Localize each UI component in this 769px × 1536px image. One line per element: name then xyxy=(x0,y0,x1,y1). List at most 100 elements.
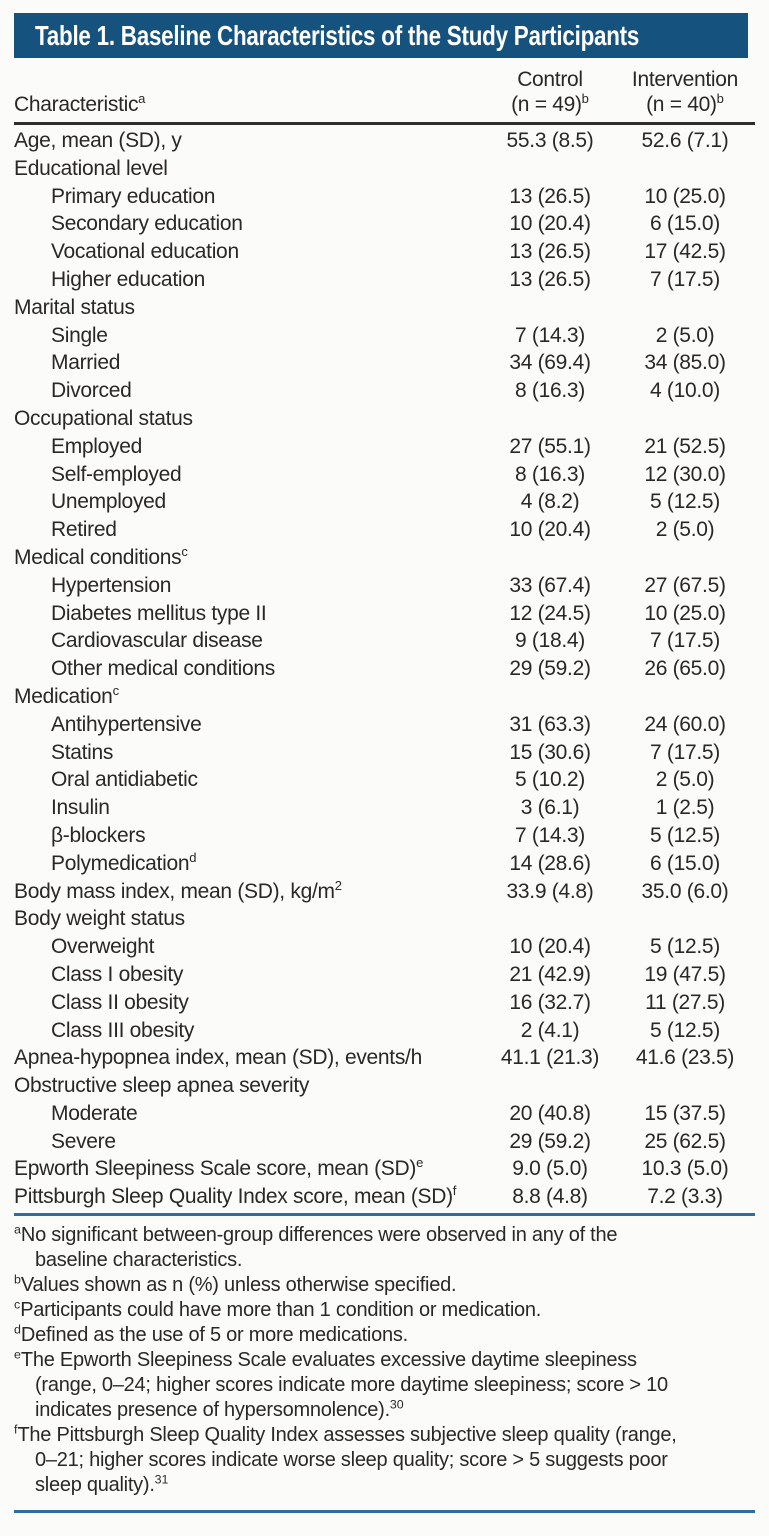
table-row: Overweight 10 (20.4) 5 (12.5) xyxy=(14,933,755,961)
table-row: Moderate 20 (40.8) 15 (37.5) xyxy=(14,1100,755,1128)
characteristic-cell: Cardiovascular disease xyxy=(51,629,263,653)
characteristic-cell: Married xyxy=(51,351,121,375)
table-title-bar: Table 1. Baseline Characteristics of the… xyxy=(14,13,748,58)
table-row: Class II obesity 16 (32.7) 11 (27.5) xyxy=(14,989,755,1017)
footnote-marker: a xyxy=(14,1222,21,1237)
table-bottom-rule xyxy=(14,1213,755,1217)
table-row: Oral antidiabetic 5 (10.2) 2 (5.0) xyxy=(14,766,755,794)
table-row: Educational level xyxy=(14,155,755,183)
intervention-value-cell: 41.6 (23.5) xyxy=(635,1046,735,1070)
footnote-marker: c xyxy=(14,1297,21,1312)
intervention-value-cell xyxy=(615,405,755,433)
intervention-value-cell xyxy=(615,905,755,933)
characteristic-cell: Overweight xyxy=(51,935,155,959)
column-header-characteristic: Characteristica xyxy=(14,92,485,117)
superscript-marker: a xyxy=(138,91,146,106)
footnote-marker: b xyxy=(14,1272,21,1287)
control-value-cell: 27 (55.1) xyxy=(509,434,591,458)
table-row: Medicationc xyxy=(14,683,755,711)
characteristic-cell: Statins xyxy=(51,740,114,764)
table-row: Occupational status xyxy=(14,405,755,433)
characteristic-cell: Severe xyxy=(51,1129,116,1153)
characteristic-cell: Medical conditionsc xyxy=(14,543,188,569)
footnote-text: The Epworth Sleepiness Scale evaluates e… xyxy=(20,1349,637,1372)
intervention-value-cell xyxy=(615,294,755,322)
column-header-characteristic-label: Characteristic xyxy=(14,93,139,116)
intervention-value-cell: 10.3 (5.0) xyxy=(641,1157,729,1181)
control-value-cell: 5 (10.2) xyxy=(515,768,585,792)
characteristic-cell: Primary education xyxy=(51,184,216,208)
control-value-cell: 34 (69.4) xyxy=(509,351,591,375)
table-row: Cardiovascular disease 9 (18.4) 7 (17.5) xyxy=(14,627,755,655)
footnote-line: (range, 0–24; higher scores indicate mor… xyxy=(14,1373,755,1398)
intervention-value-cell: 17 (42.5) xyxy=(644,240,726,264)
characteristic-cell: Divorced xyxy=(51,379,132,403)
superscript-marker: c xyxy=(112,682,120,698)
column-header-control-n: (n = 49) xyxy=(511,93,582,116)
table-row: Class III obesity 2 (4.1) 5 (12.5) xyxy=(14,1017,755,1045)
intervention-value-cell: 19 (47.5) xyxy=(644,962,726,986)
intervention-value-cell: 7 (17.5) xyxy=(650,629,720,653)
table-row: Secondary education 10 (20.4) 6 (15.0) xyxy=(14,210,755,238)
footnote-line: eThe Epworth Sleepiness Scale evaluates … xyxy=(14,1348,755,1373)
column-header-intervention-n: (n = 40) xyxy=(646,93,717,116)
column-header-intervention-line1: Intervention xyxy=(631,68,739,91)
table-row: Apnea-hypopnea index, mean (SD), events/… xyxy=(14,1044,755,1072)
characteristic-cell: Diabetes mellitus type II xyxy=(51,601,267,625)
characteristic-cell: Retired xyxy=(51,518,117,542)
footnote-text: indicates presence of hypersomnolence). xyxy=(35,1399,390,1422)
characteristic-cell: Vocational education xyxy=(51,240,239,264)
intervention-value-cell: 2 (5.0) xyxy=(655,518,715,542)
column-header-intervention-line2: (n = 40)b xyxy=(615,92,755,117)
footnote-text: Values shown as n (%) unless otherwise s… xyxy=(20,1274,457,1297)
page-bottom-rule xyxy=(14,1510,755,1514)
table-row: Pittsburgh Sleep Quality Index score, me… xyxy=(14,1183,755,1211)
characteristic-cell: Class II obesity xyxy=(51,990,189,1014)
table-row: Class I obesity 21 (42.9) 19 (47.5) xyxy=(14,961,755,989)
intervention-value-cell: 10 (25.0) xyxy=(644,184,726,208)
control-value-cell: 14 (28.6) xyxy=(509,851,591,875)
intervention-value-cell: 15 (37.5) xyxy=(644,1101,726,1125)
footnote-marker: f xyxy=(14,1422,18,1437)
control-value-cell: 9.0 (5.0) xyxy=(512,1157,588,1181)
intervention-value-cell: 1 (2.5) xyxy=(655,796,715,820)
table-row: Divorced 8 (16.3) 4 (10.0) xyxy=(14,377,755,405)
table-row: Polymedicationd 14 (28.6) 6 (15.0) xyxy=(14,850,755,878)
column-header-control-line2: (n = 49)b xyxy=(485,92,615,117)
table-row: Statins 15 (30.6) 7 (17.5) xyxy=(14,739,755,767)
intervention-value-cell: 7.2 (3.3) xyxy=(647,1185,723,1209)
characteristic-cell: Unemployed xyxy=(51,490,166,514)
characteristic-cell: Oral antidiabetic xyxy=(51,768,198,792)
column-header-control-line1: Control xyxy=(517,68,583,91)
characteristic-cell: Polymedicationd xyxy=(51,849,197,875)
table-row: Medical conditionsc xyxy=(14,544,755,572)
table-row: Employed 27 (55.1) 21 (52.5) xyxy=(14,433,755,461)
intervention-value-cell: 24 (60.0) xyxy=(644,712,726,736)
footnote-line: baseline characteristics. xyxy=(14,1248,755,1273)
table-title: Table 1. Baseline Characteristics of the… xyxy=(35,19,640,51)
table-row: β-blockers 7 (14.3) 5 (12.5) xyxy=(14,822,755,850)
control-value-cell: 16 (32.7) xyxy=(509,990,591,1014)
control-value-cell: 10 (20.4) xyxy=(509,518,591,542)
control-value-cell xyxy=(485,294,615,322)
control-value-cell: 31 (63.3) xyxy=(509,712,591,736)
characteristic-cell: Obstructive sleep apnea severity xyxy=(14,1074,310,1098)
footnote-line: fThe Pittsburgh Sleep Quality Index asse… xyxy=(14,1423,755,1448)
intervention-value-cell: 7 (17.5) xyxy=(650,267,720,291)
superscript-marker: 2 xyxy=(334,877,342,893)
characteristic-cell: Insulin xyxy=(51,796,110,820)
intervention-value-cell: 6 (15.0) xyxy=(650,851,720,875)
characteristic-cell: β-blockers xyxy=(51,823,146,847)
footnote-marker: d xyxy=(14,1322,21,1337)
characteristic-cell: Class III obesity xyxy=(51,1018,195,1042)
footnote-line: dDefined as the use of 5 or more medicat… xyxy=(14,1323,755,1348)
footnote-line: cParticipants could have more than 1 con… xyxy=(14,1298,755,1323)
footnote: dDefined as the use of 5 or more medicat… xyxy=(14,1323,755,1348)
characteristic-cell: Antihypertensive xyxy=(51,712,202,736)
table-row: Vocational education 13 (26.5) 17 (42.5) xyxy=(14,238,755,266)
control-value-cell xyxy=(485,1072,615,1100)
table-row: Antihypertensive 31 (63.3) 24 (60.0) xyxy=(14,711,755,739)
footnote-line: indicates presence of hypersomnolence).3… xyxy=(14,1398,755,1423)
control-value-cell xyxy=(485,405,615,433)
